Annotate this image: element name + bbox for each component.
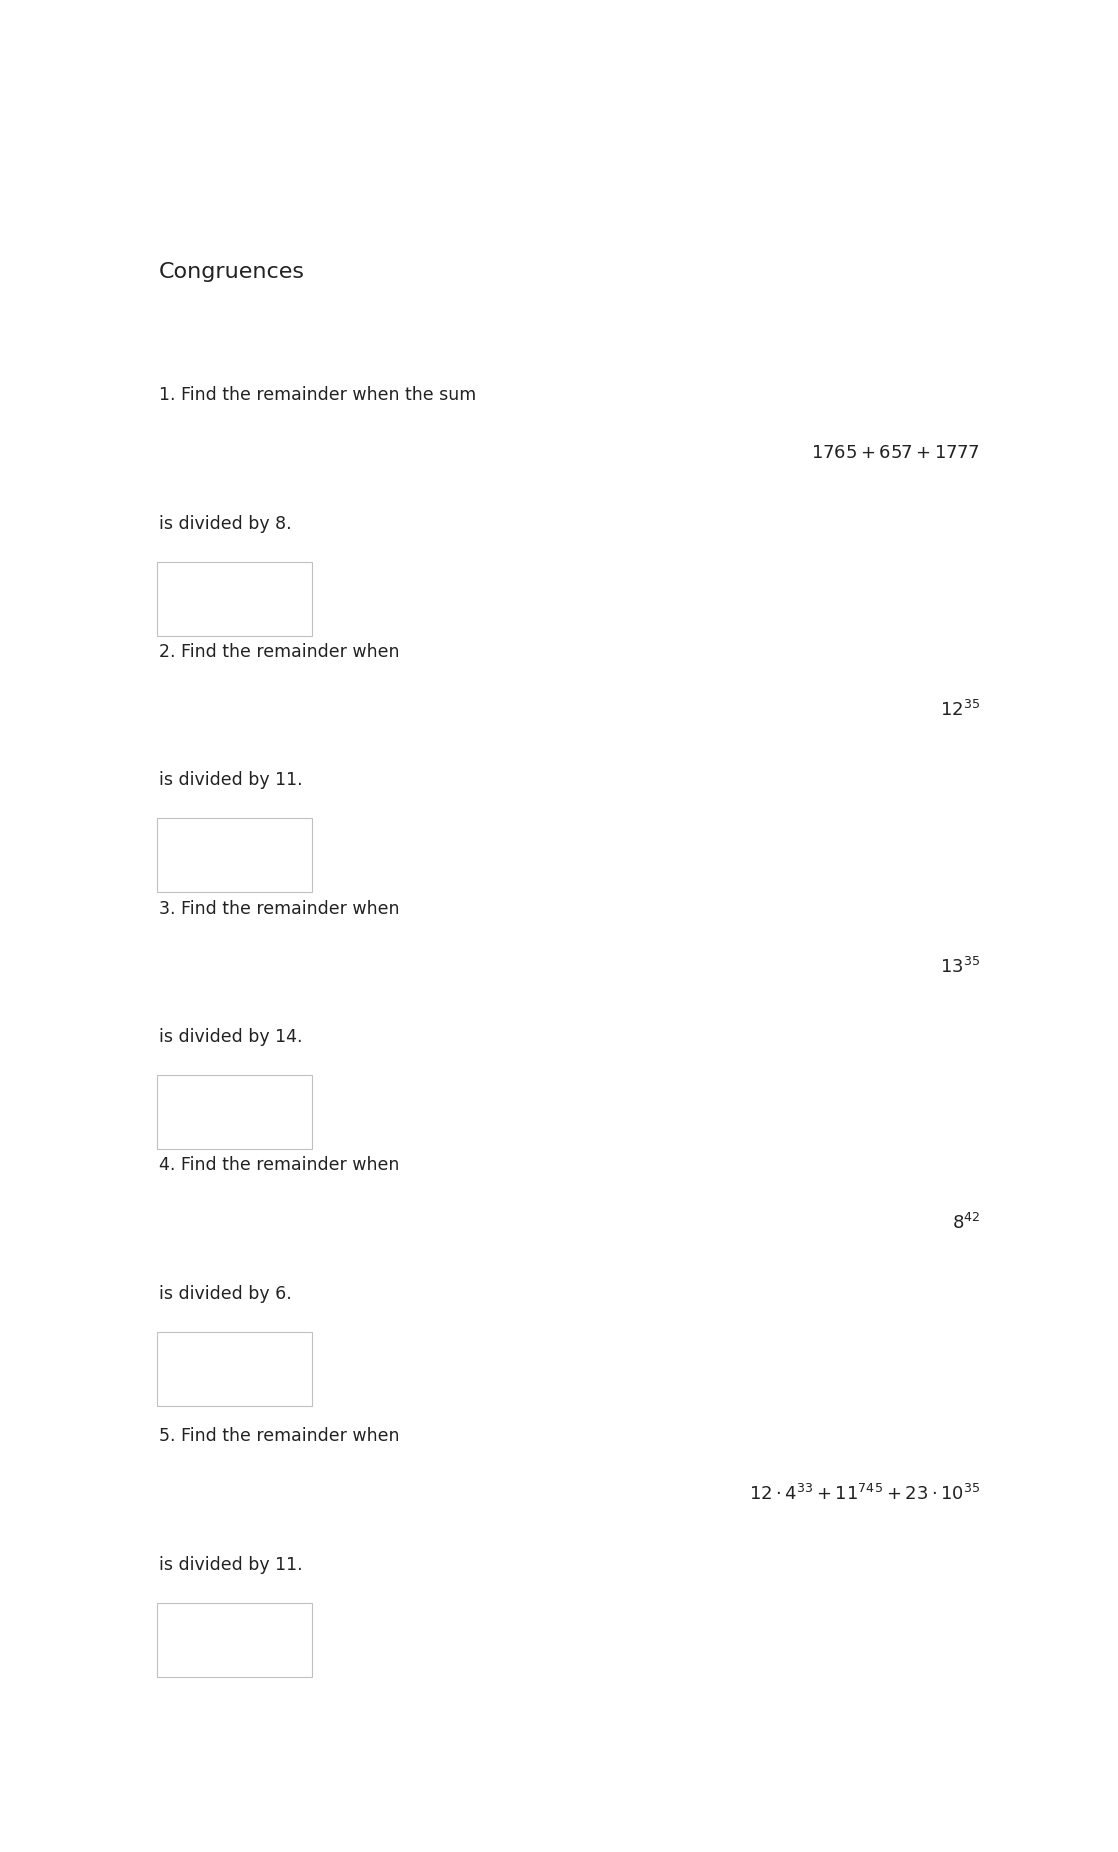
Text: 3. Find the remainder when: 3. Find the remainder when (159, 900, 399, 917)
Text: is divided by 8.: is divided by 8. (159, 515, 292, 533)
Text: is divided by 11.: is divided by 11. (159, 1556, 303, 1574)
Text: $12 \cdot 4^{33} + 11^{745} + 23 \cdot 10^{35}$: $12 \cdot 4^{33} + 11^{745} + 23 \cdot 1… (749, 1483, 980, 1504)
FancyBboxPatch shape (157, 1602, 312, 1676)
Text: 5. Find the remainder when: 5. Find the remainder when (159, 1428, 399, 1445)
FancyBboxPatch shape (157, 561, 312, 635)
Text: $13^{35}$: $13^{35}$ (940, 957, 980, 976)
Text: $8^{42}$: $8^{42}$ (951, 1213, 980, 1233)
Text: $12^{35}$: $12^{35}$ (940, 700, 980, 720)
FancyBboxPatch shape (157, 1074, 312, 1148)
Text: Congruences: Congruences (159, 263, 305, 282)
Text: 1. Find the remainder when the sum: 1. Find the remainder when the sum (159, 387, 476, 404)
Text: 2. Find the remainder when: 2. Find the remainder when (159, 643, 399, 661)
FancyBboxPatch shape (157, 1332, 312, 1406)
Text: 4. Find the remainder when: 4. Find the remainder when (159, 1156, 399, 1174)
Text: is divided by 14.: is divided by 14. (159, 1028, 302, 1046)
Text: is divided by 6.: is divided by 6. (159, 1285, 292, 1302)
FancyBboxPatch shape (157, 819, 312, 893)
Text: $1765 + 657 + 1777$: $1765 + 657 + 1777$ (812, 444, 980, 463)
Text: is divided by 11.: is divided by 11. (159, 770, 303, 789)
